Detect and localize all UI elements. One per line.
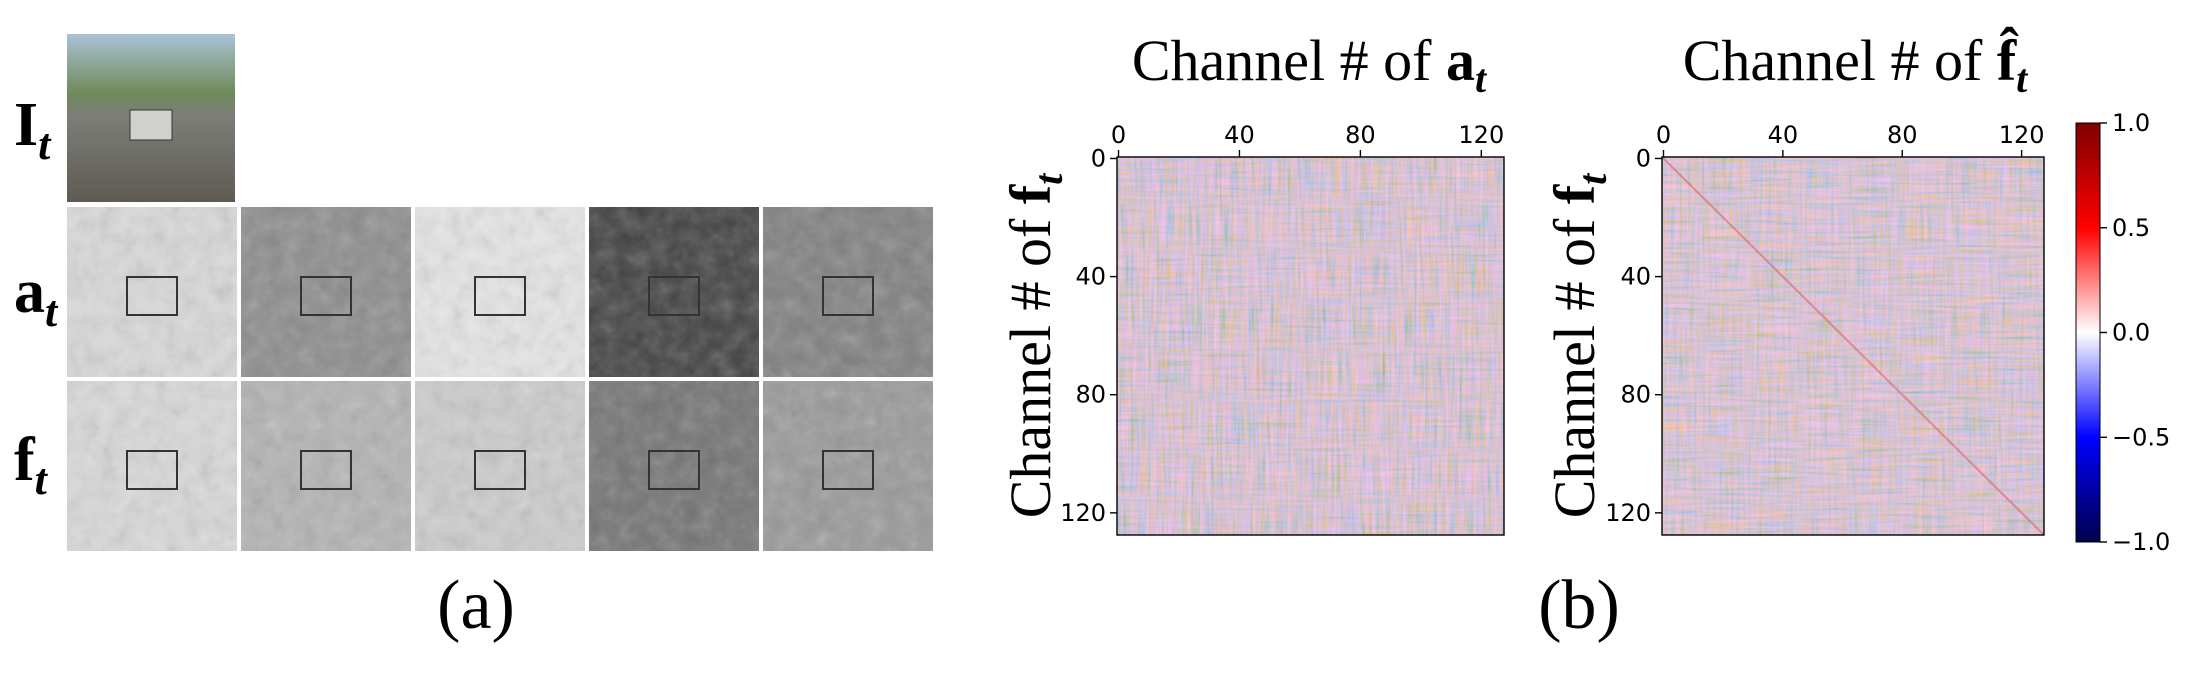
input-image (67, 34, 235, 202)
caption: (a) (437, 567, 515, 644)
heatmap (1661, 156, 2045, 536)
row-label: at (14, 258, 59, 336)
colorbar-tick-label: 1.0 (2112, 109, 2150, 137)
x-tick-label: 0 (1656, 121, 1671, 149)
colorbar-tick-label: −1.0 (2112, 528, 2170, 556)
axes-frame (1661, 156, 2045, 536)
y-axis-label: Channel # of ft (998, 172, 1071, 518)
axis: 00 40 40 80 80 120 120 (1060, 121, 1505, 536)
x-tick-label: 80 (1345, 121, 1376, 149)
y-tick-label: 40 (1075, 263, 1106, 291)
x-tick-label: 40 (1224, 121, 1255, 149)
x-tick-label: 0 (1111, 121, 1126, 149)
y-axis-label: Channel # of ft (1542, 172, 1615, 518)
y-tick-label: 80 (1075, 381, 1106, 409)
x-tick-label: 120 (1458, 121, 1504, 149)
heatmap-title: Channel # of f̂t (1683, 28, 2029, 101)
y-tick-label: 120 (1605, 499, 1651, 527)
y-tick-label: 40 (1620, 263, 1651, 291)
colorbar-tick-label: −0.5 (2112, 423, 2170, 451)
x-tick-label: 120 (1999, 121, 2045, 149)
colorbar-tick-label: 0.5 (2112, 214, 2150, 242)
y-tick-label: 120 (1060, 499, 1106, 527)
y-tick-label: 0 (1636, 144, 1651, 172)
colorbar (2075, 122, 2101, 543)
heatmap-title: Channel # of at (1132, 28, 1488, 101)
row-label: ft (14, 426, 49, 504)
heatmap (1117, 157, 1504, 535)
x-tick-label: 80 (1887, 121, 1918, 149)
feature-tiles (67, 207, 933, 551)
caption: (b) (1538, 567, 1620, 644)
axis: 00 40 40 80 80 120 120 (1605, 121, 2045, 536)
colorbar-tick-label: 0.0 (2112, 319, 2150, 347)
y-tick-label: 0 (1091, 144, 1106, 172)
x-tick-label: 40 (1768, 121, 1799, 149)
y-tick-label: 80 (1620, 381, 1651, 409)
axes-frame (1116, 156, 1505, 536)
row-label: It (14, 91, 52, 169)
colorbar-axis: 1.0 0.5 0.0 −0.5 −1.0 (2100, 109, 2170, 556)
